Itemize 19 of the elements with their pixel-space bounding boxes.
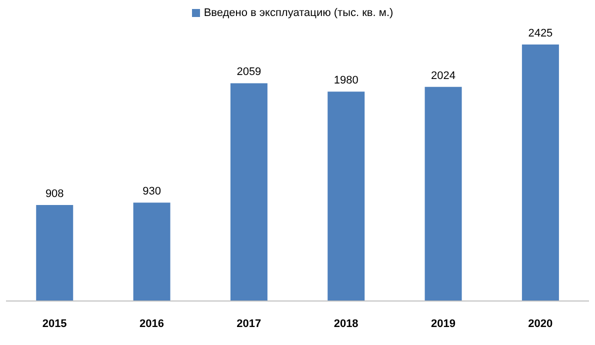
x-tick-label: 2020: [528, 318, 553, 330]
bar: [424, 86, 462, 301]
data-label: 2059: [236, 66, 262, 78]
bar: [328, 92, 365, 301]
x-tick-label: 2015: [42, 318, 67, 330]
legend-label: Введено в эксплуатацию (тыс. кв. м.): [204, 7, 394, 19]
bar: [522, 44, 559, 301]
bar: [230, 83, 268, 301]
data-label: 2425: [528, 28, 553, 40]
data-label: 1980: [334, 74, 358, 87]
x-tick-label: 2017: [236, 318, 262, 330]
data-label: 930: [142, 186, 161, 198]
data-label: 2024: [431, 70, 456, 82]
x-tick-label: 2016: [140, 318, 164, 330]
x-tick-label: 2018: [334, 318, 358, 330]
bar: [133, 202, 170, 301]
x-tick-label: 2019: [431, 318, 456, 330]
bar: [36, 204, 74, 301]
data-label: 908: [45, 188, 64, 200]
